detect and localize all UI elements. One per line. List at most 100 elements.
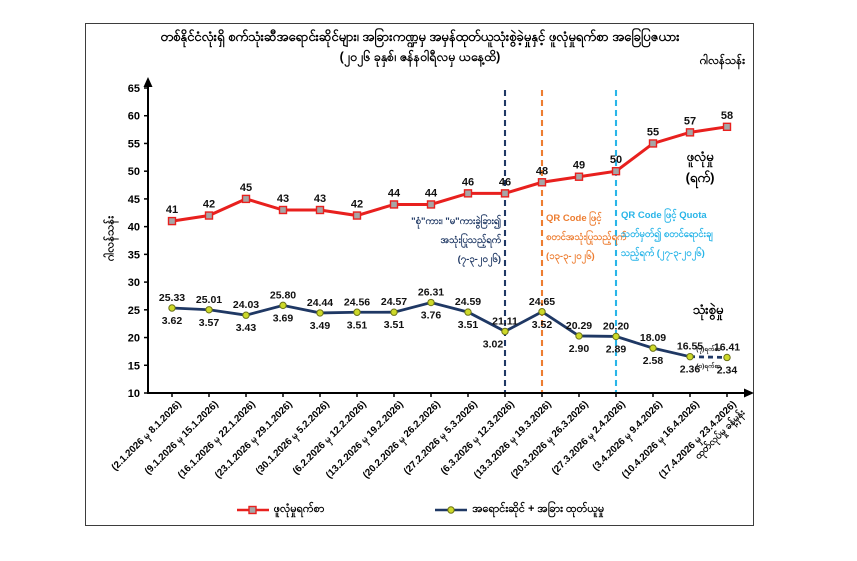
red-data-point-label: 42 bbox=[351, 199, 363, 211]
series-label-consumption: သုံးစွဲမှု bbox=[692, 302, 724, 317]
navy-data-point-marker bbox=[464, 308, 472, 316]
navy-data-point-label: 21.11 bbox=[492, 315, 518, 327]
navy-data-point-marker bbox=[686, 352, 694, 361]
y-axis-arrow bbox=[143, 77, 153, 87]
event-annotation-line: QR Code ဖြင့် Quota bbox=[621, 210, 707, 221]
red-data-point-marker bbox=[537, 178, 547, 187]
red-data-point-marker bbox=[278, 205, 288, 215]
red-data-point-label: 58 bbox=[721, 110, 733, 122]
y-tick-label: 45 bbox=[128, 194, 140, 206]
legend-label-consumption: အရောင်းဆိုင် + အခြား ထုတ်ယူမှု bbox=[472, 503, 605, 515]
navy-data-point-label: 20.29 bbox=[566, 320, 592, 332]
navy-data-point-marker bbox=[242, 311, 250, 319]
navy-data-point-marker bbox=[501, 327, 509, 336]
event-annotation-line: အသုံးပြုသည့်ရက် bbox=[440, 235, 501, 246]
red-data-point-label: 50 bbox=[610, 154, 622, 166]
y-tick-label: 10 bbox=[128, 388, 140, 400]
navy-data-point-label: 20.20 bbox=[603, 320, 629, 332]
navy-data-point-label: 18.09 bbox=[640, 332, 666, 344]
navy-data-point-marker bbox=[168, 304, 176, 312]
red-data-point-label: 45 bbox=[240, 182, 252, 194]
navy-sub-value-label: 2.36 bbox=[680, 364, 701, 376]
navy-data-point-label: 26.31 bbox=[418, 287, 444, 299]
legend-marker-navy-circle bbox=[435, 506, 468, 514]
event-annotation-1: QR Code ဖြင့်စတင်အသုံးပြုသည့်ရက် (၁၃-၃-၂၀… bbox=[546, 209, 646, 266]
legend: ဖူလုံမှုရက်စာ အရောင်းဆိုင် + အခြား ထုတ်ယ… bbox=[85, 502, 755, 518]
red-data-point-marker bbox=[500, 189, 510, 198]
red-data-point-marker bbox=[426, 200, 436, 209]
navy-sub-value-label: 3.51 bbox=[347, 319, 368, 331]
red-data-point-label: 46 bbox=[499, 176, 511, 188]
navy-data-point-marker bbox=[649, 344, 657, 352]
x-axis-arrow bbox=[744, 388, 754, 398]
red-data-point-label: 43 bbox=[314, 193, 326, 205]
navy-data-point-marker bbox=[279, 301, 287, 310]
red-data-point-label: 42 bbox=[203, 199, 215, 211]
navy-sub-value-label: 2.90 bbox=[569, 343, 590, 355]
event-annotation-line: (၁၃-၃-၂၀၂၆) bbox=[546, 251, 595, 262]
event-annotation-0: "စုံ"ကား၊ "မ"ကားခွဲခြား၍ အသုံးပြုသည့်ရက် (… bbox=[351, 212, 501, 269]
red-data-point-marker bbox=[648, 139, 658, 148]
chart-frame bbox=[85, 23, 754, 526]
y-tick-label: 20 bbox=[128, 333, 140, 345]
y-tick-label: 35 bbox=[128, 249, 140, 261]
series-label-fulfillment: ဖူလုံမှု (ရက်) bbox=[660, 146, 740, 188]
navy-data-point-label: 25.80 bbox=[270, 289, 296, 301]
legend-item-fulfillment: ဖူလုံမှုရက်စာ bbox=[236, 502, 324, 518]
navy-sub-value-label: 2.89 bbox=[606, 343, 627, 355]
navy-series-forecast-segment bbox=[689, 355, 728, 359]
chart-subtitle: (၂၀၂၆ ခုနှစ်၊ ဇန်နဝါရီလမှ ယနေ့ထိ) bbox=[339, 50, 501, 64]
event-annotation-line: စတင်အသုံးပြုသည့်ရက် bbox=[546, 232, 627, 243]
red-data-point-label: 55 bbox=[647, 126, 659, 138]
navy-sub-value-label: 3.51 bbox=[458, 319, 479, 331]
forecast-days-label-above: (၇)ရက်စာ bbox=[696, 345, 721, 355]
y-tick-label: 60 bbox=[128, 111, 140, 123]
series-label-fulfillment-line2: (ရက်) bbox=[685, 170, 715, 185]
red-data-point-label: 43 bbox=[277, 193, 289, 205]
red-data-point-marker bbox=[241, 194, 251, 204]
red-data-point-marker bbox=[574, 172, 584, 181]
navy-data-point-label: 24.03 bbox=[233, 299, 259, 311]
red-data-point-marker bbox=[685, 128, 695, 137]
navy-sub-value-label: 3.51 bbox=[384, 319, 405, 331]
navy-sub-value-label: 3.69 bbox=[273, 312, 294, 324]
y-tick-label: 55 bbox=[128, 138, 140, 150]
navy-data-point-label: 16.55 bbox=[677, 341, 703, 353]
red-data-point-label: 44 bbox=[425, 187, 438, 199]
navy-data-point-label: 25.01 bbox=[196, 294, 222, 306]
event-annotation-line: QR Code ဖြင့် bbox=[546, 213, 602, 224]
forecast-days-label-below: (၁)ရက်စာ bbox=[696, 362, 721, 372]
navy-data-point-marker bbox=[612, 332, 620, 341]
event-annotation-2: QR Code ဖြင့် Quota သတ်မှတ်၍ စတင်ရောင်းချ… bbox=[621, 206, 761, 263]
red-data-point-marker bbox=[315, 205, 325, 215]
red-series-line bbox=[171, 125, 728, 223]
unit-label-top-right: ဂါလန်သန်း bbox=[699, 55, 745, 67]
navy-sub-value-label: 2.34 bbox=[717, 364, 738, 376]
red-data-point-marker bbox=[611, 166, 621, 176]
navy-data-point-label: 24.44 bbox=[307, 297, 333, 309]
navy-data-point-marker bbox=[575, 332, 583, 340]
red-data-point-label: 57 bbox=[684, 115, 696, 127]
red-data-point-label: 48 bbox=[536, 165, 548, 177]
navy-data-point-label: 16.41 bbox=[714, 341, 740, 353]
red-data-point-label: 46 bbox=[462, 176, 474, 188]
navy-data-point-label: 24.59 bbox=[455, 296, 481, 308]
y-tick-label: 25 bbox=[128, 305, 140, 317]
red-data-point-label: 44 bbox=[388, 187, 401, 199]
red-data-point-marker bbox=[389, 200, 399, 209]
y-tick-label: 40 bbox=[128, 222, 140, 234]
y-tick-label: 65 bbox=[128, 83, 140, 95]
red-data-point-label: 49 bbox=[573, 160, 585, 172]
navy-data-point-marker bbox=[538, 308, 546, 316]
red-data-point-marker bbox=[722, 122, 732, 132]
navy-data-point-label: 25.33 bbox=[159, 292, 185, 304]
event-annotation-line: "စုံ"ကား၊ "မ"ကားခွဲခြား၍ bbox=[411, 216, 501, 227]
navy-data-point-marker bbox=[723, 353, 731, 362]
navy-data-point-marker bbox=[353, 308, 361, 316]
navy-data-point-label: 24.57 bbox=[381, 296, 407, 308]
navy-data-point-marker bbox=[316, 309, 324, 317]
navy-sub-value-label: 3.52 bbox=[532, 319, 553, 331]
navy-data-point-marker bbox=[427, 298, 435, 307]
